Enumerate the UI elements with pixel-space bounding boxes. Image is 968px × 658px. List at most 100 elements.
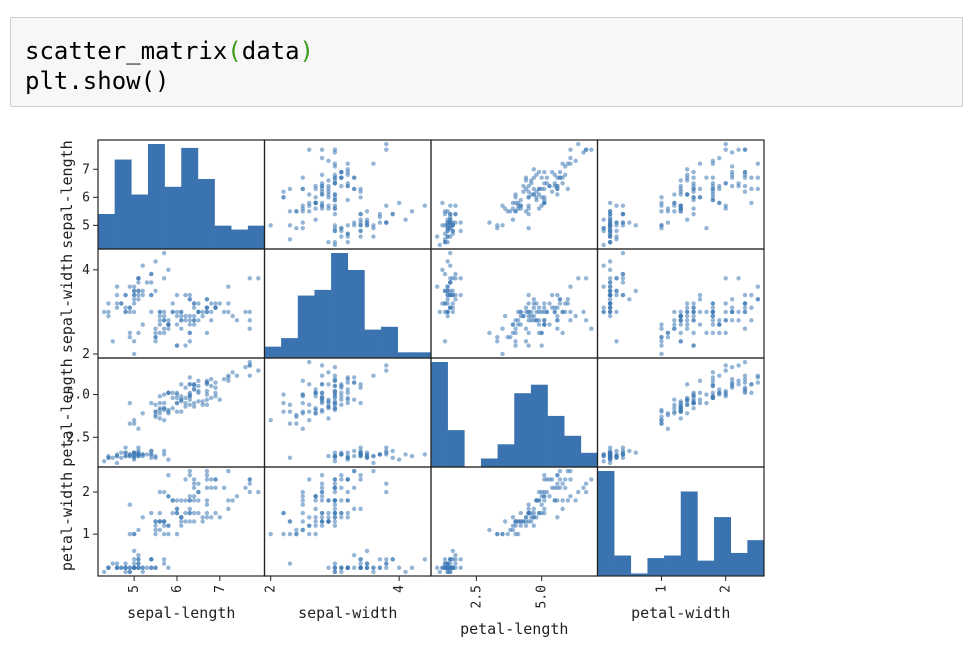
scatter-point (161, 250, 167, 256)
scatter-point (131, 309, 137, 315)
scatter-point (136, 330, 141, 336)
scatter-point (589, 326, 594, 331)
scatter-point (560, 161, 565, 166)
scatter-point (157, 416, 163, 421)
scatter-point (179, 519, 184, 524)
scatter-point (358, 445, 363, 450)
scatter-point (161, 407, 167, 413)
histogram-bar (331, 253, 349, 358)
x-tick-label: 1 (654, 585, 669, 593)
scatter-point (442, 239, 448, 245)
scatter-point (345, 510, 350, 516)
scatter-point (723, 330, 728, 336)
panel-petal-width-vs-sepal-length (97, 466, 266, 577)
scatter-point (345, 489, 350, 495)
scatter-point (717, 387, 722, 392)
scatter-point (531, 523, 537, 528)
scatter-point (542, 506, 547, 512)
scatter-point (710, 318, 716, 323)
y-tick-label: 2 (82, 485, 90, 500)
scatter-point (358, 189, 363, 194)
scatter-point (183, 318, 188, 323)
scatter-point (307, 477, 312, 482)
scatter-point (281, 400, 286, 406)
scatter-point (131, 297, 137, 302)
scatter-point (601, 225, 606, 231)
scatter-point (123, 305, 128, 310)
scatter-point (131, 339, 137, 344)
scatter-point (313, 394, 318, 399)
scatter-point (717, 200, 722, 206)
scatter-point (523, 209, 529, 214)
histogram-bar (131, 194, 149, 249)
scatter-point (607, 200, 613, 206)
scatter-point (204, 468, 210, 474)
scatter-point (371, 234, 376, 239)
scatter-point (448, 250, 453, 256)
code-close-paren: ) (299, 37, 314, 65)
scatter-point (204, 380, 210, 385)
scatter-point (319, 200, 325, 206)
scatter-point (440, 200, 445, 206)
scatter-point (339, 394, 344, 399)
scatter-point (555, 481, 560, 486)
scatter-point (191, 301, 197, 306)
scatter-point (659, 417, 664, 423)
scatter-point (149, 510, 154, 516)
scatter-point (450, 276, 456, 281)
panel-sepal-length-vs-petal-width (596, 139, 765, 250)
scatter-point (174, 292, 180, 298)
scatter-point (332, 395, 338, 401)
scatter-point (319, 510, 325, 516)
scatter-point (358, 228, 363, 234)
code-cell[interactable]: scatter_matrix(data) plt.show() (10, 17, 963, 107)
histogram-bar (264, 346, 282, 358)
scatter-point (200, 515, 205, 520)
scatter-point (287, 519, 293, 524)
scatter-point (576, 141, 581, 147)
scatter-point (351, 175, 357, 180)
code-editor[interactable]: scatter_matrix(data) plt.show() (11, 18, 962, 96)
scatter-point (294, 209, 299, 214)
scatter-point (364, 548, 370, 554)
scatter-point (607, 313, 613, 319)
scatter-point (607, 267, 613, 273)
scatter-point (313, 206, 318, 211)
scatter-point (319, 390, 325, 396)
scatter-point (161, 309, 167, 315)
scatter-point (526, 195, 531, 200)
scatter-point (174, 510, 180, 516)
scatter-point (161, 276, 167, 281)
scatter-point (204, 485, 210, 491)
scatter-point (200, 402, 205, 408)
scatter-point (161, 318, 167, 323)
scatter-point (384, 557, 389, 562)
scatter-point (513, 343, 518, 348)
scatter-point (557, 169, 563, 175)
scatter-point (294, 527, 299, 533)
scatter-point (620, 220, 626, 225)
scatter-point (213, 390, 218, 396)
scatter-point (742, 388, 748, 394)
scatter-point (568, 477, 573, 482)
scatter-point (174, 313, 180, 319)
scatter-point (179, 399, 184, 404)
scatter-point (523, 178, 529, 183)
histogram-bar (281, 338, 299, 358)
scatter-point (755, 161, 761, 166)
scatter-point (607, 209, 613, 214)
scatter-point (583, 489, 589, 495)
scatter-point (710, 161, 716, 166)
scatter-point (526, 318, 531, 323)
scatter-point (723, 276, 728, 281)
scatter-point (140, 288, 145, 294)
scatter-point (749, 318, 754, 323)
scatter-point (170, 510, 175, 516)
scatter-point (140, 411, 145, 416)
scatter-point (204, 297, 210, 302)
scatter-point (742, 147, 748, 152)
scatter-point (144, 280, 150, 285)
scatter-point (659, 203, 664, 208)
scatter-point (526, 510, 531, 516)
scatter-point (384, 481, 389, 486)
